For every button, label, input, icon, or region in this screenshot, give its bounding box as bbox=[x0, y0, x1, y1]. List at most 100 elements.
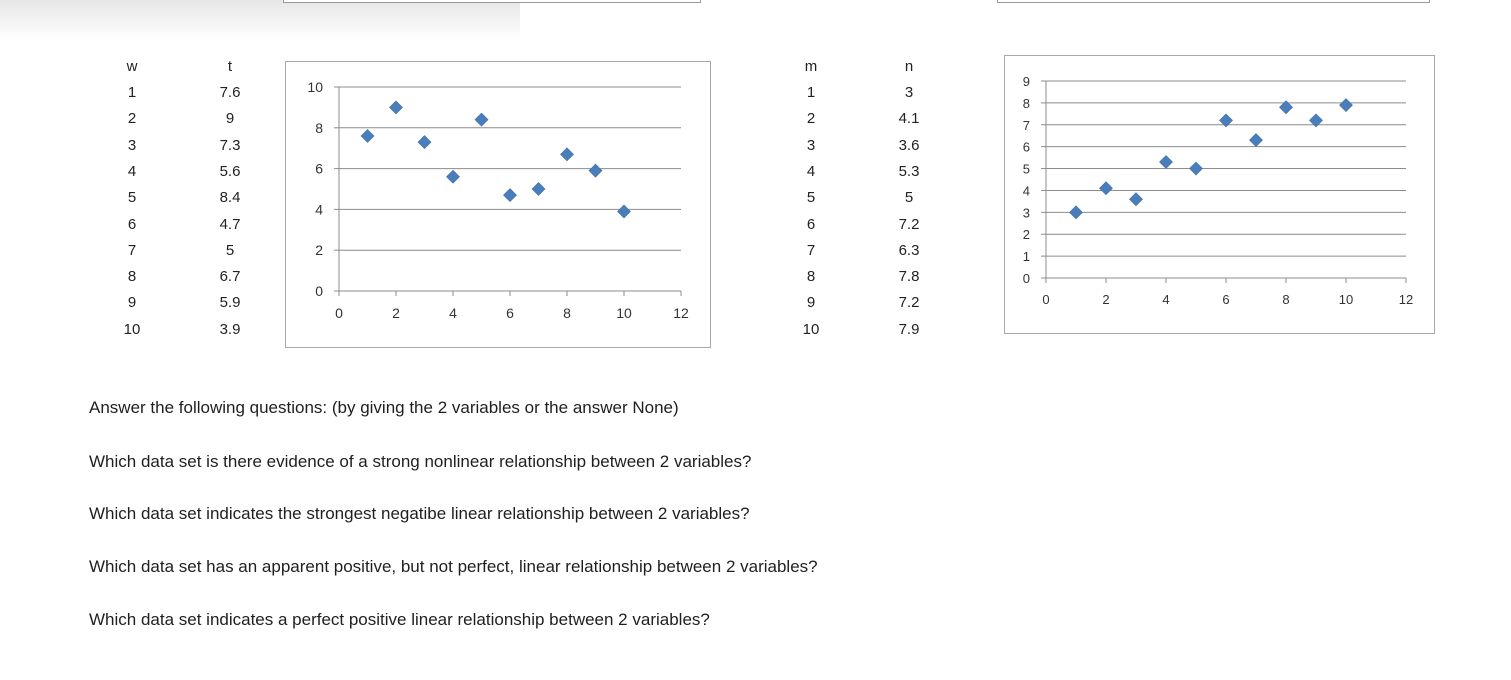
table-cell: 7.6 bbox=[219, 84, 241, 101]
table-cell: 7 bbox=[127, 241, 137, 259]
table-cell: 6 bbox=[806, 215, 816, 233]
questions-intro: Answer the following questions: (by givi… bbox=[89, 398, 679, 417]
y-tick-label: 5 bbox=[1023, 162, 1030, 177]
x-tick-label: 10 bbox=[1339, 292, 1353, 307]
table-cell: 2 bbox=[806, 110, 816, 128]
table-cell: 1 bbox=[806, 84, 816, 101]
table-cell: 2 bbox=[127, 110, 137, 128]
table-cell: 5 bbox=[806, 189, 816, 207]
table-cell: 8.4 bbox=[219, 189, 241, 207]
table-cell: 3 bbox=[904, 84, 914, 101]
previous-chart-frame-bottom bbox=[997, 0, 1430, 3]
y-tick-label: 8 bbox=[315, 120, 323, 136]
table-header: n bbox=[904, 58, 914, 75]
table-cell: 4.1 bbox=[898, 110, 920, 128]
x-tick-label: 6 bbox=[1222, 292, 1229, 307]
y-tick-label: 1 bbox=[1023, 249, 1030, 264]
x-tick-label: 4 bbox=[1162, 292, 1169, 307]
table-cell: 5.6 bbox=[219, 162, 241, 180]
table-cell: 5.3 bbox=[898, 162, 920, 180]
table-cell: 7.2 bbox=[898, 294, 920, 312]
table-cell: 7.8 bbox=[898, 268, 920, 286]
x-tick-label: 4 bbox=[449, 305, 457, 321]
data-point bbox=[474, 112, 489, 127]
x-tick-label: 2 bbox=[1102, 292, 1109, 307]
scatter-chart-m-n: 0 1 2 3 4 5 6 7 8 9 0 2 4 6 8 10 12 bbox=[1004, 55, 1435, 334]
data-point bbox=[1099, 181, 1113, 196]
data-point bbox=[446, 169, 460, 184]
question-1: Which data set is there evidence of a st… bbox=[89, 452, 752, 471]
y-tick-label: 4 bbox=[1023, 183, 1030, 198]
x-tick-label: 0 bbox=[1042, 292, 1049, 307]
table-cell: 3 bbox=[127, 136, 137, 154]
data-point bbox=[1339, 98, 1353, 113]
data-point bbox=[588, 163, 603, 178]
x-tick-label: 12 bbox=[673, 305, 689, 321]
y-tick-label: 6 bbox=[315, 161, 323, 177]
question-4: Which data set indicates a perfect posit… bbox=[89, 610, 710, 629]
data-point bbox=[360, 129, 375, 143]
table-cell: 3.9 bbox=[219, 320, 241, 338]
x-tick-label: 10 bbox=[616, 305, 632, 321]
data-point bbox=[1189, 161, 1203, 176]
x-tick-label: 8 bbox=[1282, 292, 1289, 307]
table-cell: 9 bbox=[225, 110, 235, 128]
table-cell: 3 bbox=[806, 136, 816, 154]
table-cell: 10 bbox=[123, 320, 141, 338]
y-tick-label: 0 bbox=[315, 283, 323, 299]
x-tick-label: 6 bbox=[506, 305, 514, 321]
data-point bbox=[1159, 155, 1173, 169]
table-cell: 7.2 bbox=[898, 215, 920, 233]
y-tick-label: 6 bbox=[1023, 140, 1030, 155]
table-cell: 6.7 bbox=[219, 268, 241, 286]
table-cell: 4 bbox=[127, 162, 137, 180]
data-point bbox=[1219, 113, 1233, 128]
x-tick-label: 0 bbox=[335, 305, 343, 321]
data-point bbox=[503, 188, 517, 203]
data-point bbox=[1309, 113, 1323, 128]
y-tick-label: 2 bbox=[315, 242, 323, 258]
data-point bbox=[417, 135, 432, 150]
table-cell: 1 bbox=[127, 84, 137, 101]
table-header: t bbox=[227, 58, 233, 75]
window-shadow bbox=[0, 0, 520, 40]
question-2: Which data set indicates the strongest n… bbox=[89, 504, 750, 523]
y-tick-label: 10 bbox=[307, 79, 323, 95]
y-tick-label: 8 bbox=[1023, 96, 1030, 111]
question-3: Which data set has an apparent positive,… bbox=[89, 557, 818, 576]
x-tick-label: 12 bbox=[1399, 292, 1413, 307]
table-cell: 7 bbox=[806, 241, 816, 259]
table-header: m bbox=[804, 58, 818, 75]
table-cell: 5 bbox=[225, 241, 235, 259]
y-tick-label: 2 bbox=[1023, 227, 1030, 242]
y-tick-label: 3 bbox=[1023, 205, 1030, 220]
table-header: w bbox=[126, 58, 138, 75]
table-cell: 9 bbox=[127, 294, 137, 312]
scatter-plot-w-t: 0 2 4 6 8 10 0 2 4 6 8 10 12 bbox=[307, 79, 689, 321]
x-tick-label: 2 bbox=[392, 305, 400, 321]
table-cell: 9 bbox=[806, 294, 816, 312]
data-point bbox=[531, 182, 546, 196]
table-cell: 8 bbox=[127, 268, 137, 286]
scatter-chart-w-t: 0 2 4 6 8 10 0 2 4 6 8 10 12 bbox=[285, 61, 711, 348]
table-cell: 8 bbox=[806, 268, 816, 286]
data-point bbox=[617, 204, 631, 219]
table-cell: 5.9 bbox=[219, 294, 241, 312]
table-cell: 3.6 bbox=[898, 136, 920, 154]
y-tick-label: 7 bbox=[1023, 118, 1030, 133]
data-point bbox=[1069, 205, 1083, 220]
table-cell: 6 bbox=[127, 215, 137, 233]
table-cell: 7.9 bbox=[898, 320, 920, 338]
data-point bbox=[1249, 133, 1263, 148]
table-cell: 5 bbox=[127, 189, 137, 207]
y-tick-label: 9 bbox=[1023, 74, 1030, 89]
data-point bbox=[389, 100, 403, 115]
table-cell: 10 bbox=[802, 320, 820, 338]
table-cell: 5 bbox=[904, 189, 914, 207]
x-tick-label: 8 bbox=[563, 305, 571, 321]
data-point bbox=[1129, 192, 1143, 207]
table-cell: 4 bbox=[806, 162, 816, 180]
previous-chart-frame-bottom bbox=[283, 0, 701, 3]
table-cell: 6.3 bbox=[898, 241, 920, 259]
